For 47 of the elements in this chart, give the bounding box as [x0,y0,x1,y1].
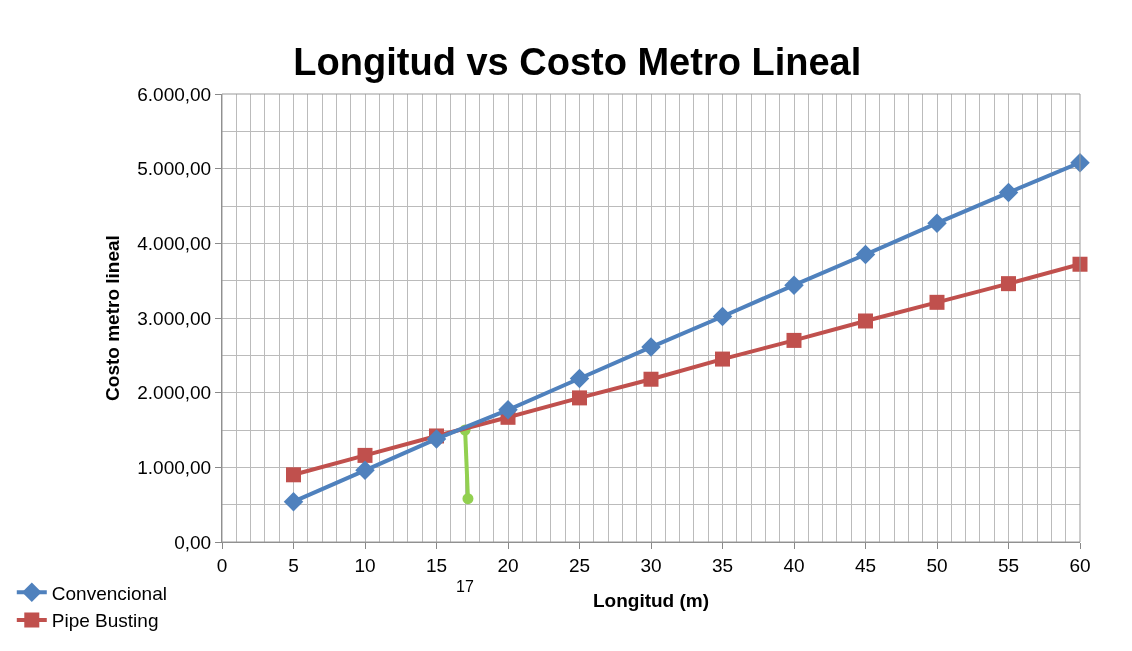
x-tick-label: 20 [497,554,519,576]
y-tick-label: 5.000,00 [137,158,212,180]
point [569,368,590,389]
x-tick-label: 15 [425,554,448,576]
y-tick-label: 6.000,00 [137,83,212,105]
point [643,371,659,387]
point [927,213,947,233]
point [715,351,730,367]
y-tick-label: 1.000,00 [137,456,212,478]
point [784,275,804,295]
point [572,390,587,406]
point [786,332,802,348]
x-axis-title: Longitud (m) [592,589,710,611]
x-tick-label: 50 [926,554,948,576]
x-tick-label: 35 [711,554,734,576]
y-tick-label: 3.000,00 [137,307,212,329]
x-tick-label: 5 [288,554,299,576]
legend-label: Pipe Busting [51,610,159,632]
point [357,447,373,463]
x-tick-label: 10 [354,554,376,576]
point [1001,276,1016,292]
x-tick-label: 30 [640,554,662,576]
point [929,294,945,310]
text: 17 [456,578,474,595]
chart-title: Longitud vs Costo Metro Lineal [293,41,862,84]
x-tick-label: 0 [216,554,228,576]
point [641,337,661,357]
point [283,491,304,512]
x-tick-label: 60 [1069,554,1091,576]
y-tick-label: 4.000,00 [137,232,212,254]
x-tick-label: 40 [783,554,805,576]
point [355,460,375,481]
point [498,400,518,420]
point [426,429,447,449]
x-tick-label: 55 [997,554,1020,576]
x-tick-label: 25 [568,554,591,576]
point [855,244,876,265]
point [998,182,1019,203]
point [858,313,873,329]
y-axis-title: Costo metro lineal [102,235,124,401]
point [286,467,301,483]
x-tick-label: 45 [854,554,877,576]
legend-label: Convencional [51,582,167,604]
point [712,306,733,327]
y-tick-label: 2.000,00 [137,382,212,404]
y-tick-label: 0,00 [174,531,212,553]
point [462,493,474,505]
